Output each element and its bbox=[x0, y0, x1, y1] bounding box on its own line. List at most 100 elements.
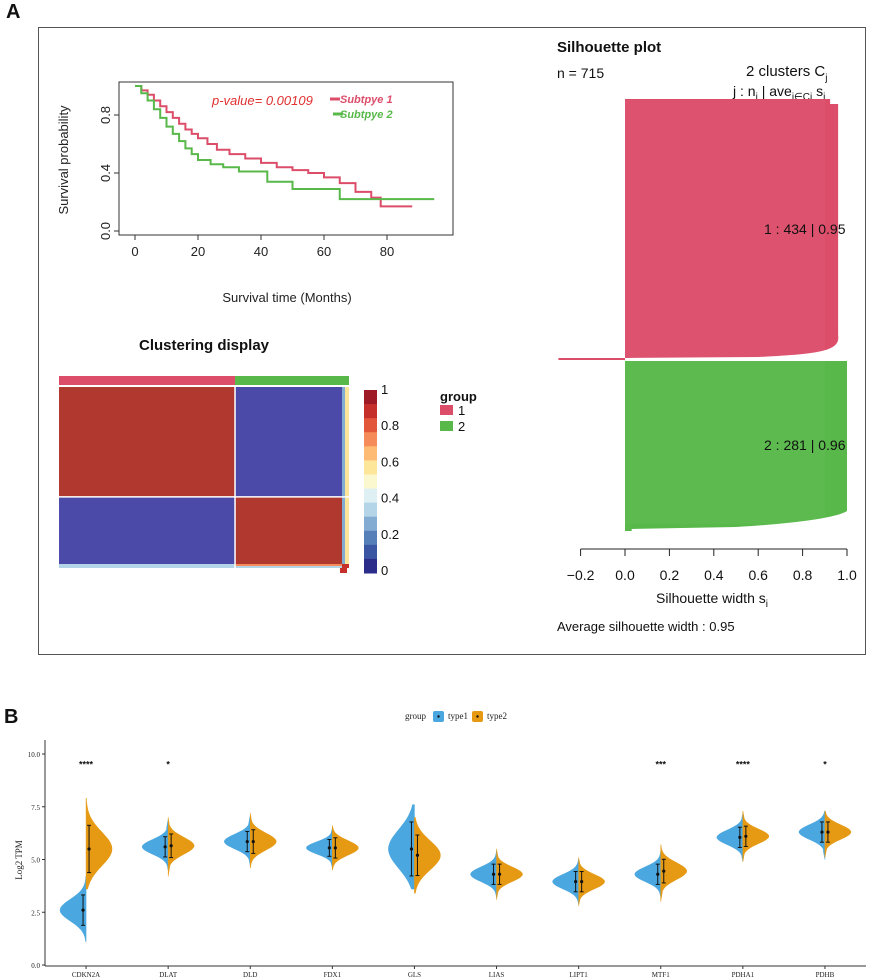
violin-half-type2-mtf1 bbox=[660, 844, 687, 902]
heatmap-block-2-1 bbox=[59, 496, 236, 564]
colorbar-tick-label: 1 bbox=[381, 382, 388, 397]
violin-category-label: MTF1 bbox=[652, 971, 670, 979]
silhouette-negative-bar bbox=[558, 358, 625, 360]
silhouette-title: Silhouette plot bbox=[557, 39, 661, 56]
consensus-heatmap: Clustering display 10.80.60.40.20 group … bbox=[59, 337, 477, 578]
violin-ytick-label: 7.5 bbox=[31, 804, 40, 812]
violin-mean-point-type2 bbox=[251, 839, 255, 844]
violin-half-type2-pdha1 bbox=[742, 810, 770, 862]
violin-category-label: PDHB bbox=[816, 971, 835, 979]
silhouette-bars-cluster2 bbox=[625, 361, 847, 531]
violin-category-label: DLAT bbox=[159, 971, 178, 979]
violin-mean-point-type1 bbox=[738, 835, 742, 839]
colorbar-tick-label: 0.6 bbox=[381, 454, 399, 469]
violin-ytick-label: 10.0 bbox=[28, 751, 41, 759]
violin-half-type1-gls bbox=[388, 804, 415, 890]
violin-mean-point-type1 bbox=[656, 872, 660, 876]
survival-axes: 0 20 40 60 80 0.0 0.4 0.8 bbox=[98, 106, 394, 259]
silhouette-cluster1-label: 1 : 434 | 0.95 bbox=[764, 221, 846, 237]
group-legend-label-1: 1 bbox=[458, 403, 465, 418]
violin-half-type2-dlat bbox=[167, 817, 195, 877]
violin-mean-point-type2 bbox=[169, 844, 173, 848]
survival-pvalue: p-value= 0.00109 bbox=[211, 93, 313, 108]
silhouette-xtick-label: 1.0 bbox=[837, 567, 857, 583]
violin-significance: * bbox=[823, 760, 827, 770]
group-legend-label-2: 2 bbox=[458, 419, 465, 434]
violin-legend-dot-type1 bbox=[437, 715, 440, 718]
silhouette-xtick-label: 0.8 bbox=[793, 567, 813, 583]
violin-mean-point-type1 bbox=[820, 830, 824, 834]
violin-half-type1-mtf1 bbox=[634, 850, 661, 898]
violin-legend-dot-type2 bbox=[476, 715, 479, 718]
heatmap-block-1-2 bbox=[235, 387, 342, 497]
survival-ytick-label: 0.0 bbox=[98, 222, 113, 240]
violin-legend-label-type1: type1 bbox=[448, 711, 468, 721]
survival-curve-2 bbox=[135, 85, 435, 201]
survival-xtick-label: 40 bbox=[254, 244, 268, 259]
colorbar-swatch bbox=[364, 530, 377, 546]
violin-significance: **** bbox=[736, 760, 751, 770]
violin-half-type2-lipt1 bbox=[578, 857, 605, 907]
violin-ytick-label: 0.0 bbox=[31, 962, 40, 970]
violin-shapes bbox=[59, 798, 852, 943]
silhouette-header-columns: j : nj | avei∈Cj si bbox=[732, 83, 825, 103]
silhouette-cluster2-label: 2 : 281 | 0.96 bbox=[764, 437, 846, 453]
silhouette-bars bbox=[558, 99, 847, 531]
violin-category-label: CDKN2A bbox=[72, 971, 100, 979]
survival-ytick-label: 0.4 bbox=[98, 164, 113, 182]
survival-curves bbox=[135, 85, 435, 208]
violin-half-type2-pdhb bbox=[824, 810, 852, 858]
violin-mean-point-type2 bbox=[580, 880, 584, 884]
survival-ytick-label: 0.8 bbox=[98, 106, 113, 124]
heatmap-title: Clustering display bbox=[139, 337, 270, 354]
colorbar-swatch bbox=[364, 404, 377, 419]
violin-half-type1-lipt1 bbox=[552, 859, 579, 905]
survival-xtick-label: 20 bbox=[191, 244, 205, 259]
violin-mean-point-type1 bbox=[574, 880, 578, 884]
violin-legend-title: group bbox=[405, 711, 426, 721]
survival-xtick-label: 0 bbox=[131, 244, 138, 259]
survival-xlabel: Survival time (Months) bbox=[222, 290, 351, 305]
heatmap-edge-strip bbox=[342, 387, 345, 564]
violin-significance: *** bbox=[655, 760, 666, 770]
violin-half-type2-lias bbox=[496, 848, 523, 900]
survival-xtick-label: 60 bbox=[317, 244, 331, 259]
silhouette-xlabel: Silhouette width si bbox=[656, 590, 768, 610]
silhouette-xtick-label: −0.2 bbox=[567, 567, 595, 583]
violin-category-label: FDX1 bbox=[324, 971, 342, 979]
heatmap-block-2-2 bbox=[235, 496, 342, 564]
violin-half-type1-cdkn2a bbox=[59, 876, 87, 943]
violin-mean-point-type2 bbox=[415, 853, 420, 857]
violin-half-type2-cdkn2a bbox=[85, 798, 113, 890]
heatmap-edge-strip bbox=[235, 564, 342, 566]
violin-half-type2-dld bbox=[250, 812, 277, 869]
heatmap-edge-strip bbox=[59, 564, 342, 568]
violin-mean-point-type1 bbox=[327, 846, 331, 850]
colorbar-swatch bbox=[364, 544, 377, 560]
violin-significance: **** bbox=[79, 760, 94, 770]
colorbar-tick-label: 0.8 bbox=[381, 418, 399, 433]
silhouette-xtick-label: 0.2 bbox=[660, 567, 680, 583]
panel-a-frame bbox=[38, 27, 866, 655]
violin-significance: * bbox=[166, 760, 170, 770]
colorbar-swatch bbox=[364, 460, 377, 475]
violin-category-label: LIPT1 bbox=[570, 971, 589, 979]
violin-mean-point-type1 bbox=[491, 872, 496, 876]
silhouette-xtick-label: 0.4 bbox=[704, 567, 724, 583]
violin-plot: group type1 type2 0.0 2.5 5.0 7.5 10.0 CDKN2A… bbox=[14, 711, 866, 979]
violin-legend-label-type2: type2 bbox=[487, 711, 507, 721]
colorbar-swatch bbox=[364, 418, 377, 433]
violin-mean-point-type1 bbox=[81, 908, 85, 912]
silhouette-plot: Silhouette plot n = 715 2 clusters Cj j … bbox=[557, 39, 857, 634]
colorbar-tick-label: 0.2 bbox=[381, 527, 399, 542]
heatmap-edge-strip bbox=[342, 564, 349, 568]
silhouette-n: n = 715 bbox=[557, 65, 604, 81]
panel-b-label: B bbox=[4, 706, 19, 728]
violin-half-type2-gls bbox=[414, 817, 441, 894]
survival-xtick-label: 80 bbox=[380, 244, 394, 259]
heatmap-colorbar: 1 0.8 0.6 0.4 0.2 0 bbox=[364, 382, 399, 578]
violin-category-label: GLS bbox=[408, 971, 421, 979]
silhouette-bars-cluster1 bbox=[625, 99, 839, 360]
violin-mean-point-type2 bbox=[662, 869, 666, 873]
